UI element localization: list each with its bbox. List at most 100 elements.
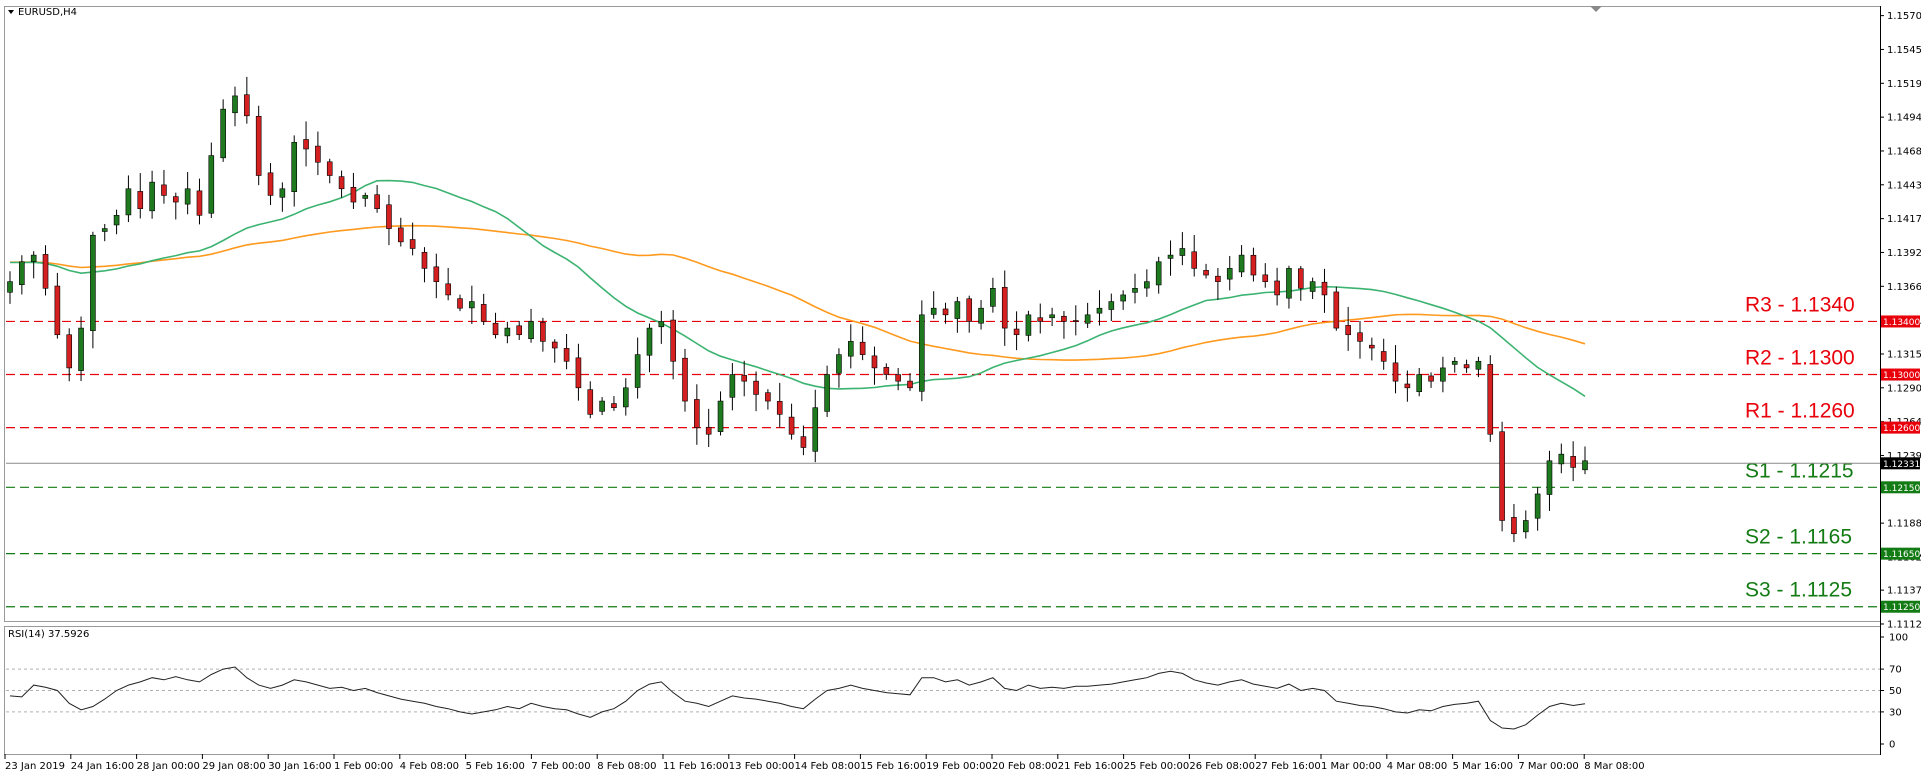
candle-body: [1250, 254, 1257, 276]
time-label-24: 8 Mar 08:00: [1584, 761, 1644, 772]
candle-body: [1049, 314, 1055, 319]
candle-body: [1369, 344, 1375, 349]
rsi-tick-label-0: 0: [1889, 740, 1895, 751]
candle-body: [1072, 320, 1079, 322]
candle-body: [871, 355, 878, 369]
candle-body: [255, 115, 262, 176]
symbol-dropdown-icon[interactable]: [8, 10, 14, 14]
time-label-14: 19 Feb 00:00: [926, 761, 992, 772]
candle-body: [66, 334, 73, 369]
candle-body: [824, 374, 830, 412]
candle-body: [954, 301, 961, 319]
candle-body: [1392, 362, 1399, 382]
candle-body: [30, 254, 37, 263]
candle-body: [232, 95, 238, 114]
price-tick-label-16: 1.11375: [1887, 586, 1921, 597]
price-tick-label-7: 1.13920: [1887, 248, 1921, 259]
candle-body: [172, 196, 179, 203]
price-tick-label-1: 1.15450: [1887, 45, 1921, 56]
level-tag-bg-s3: [1881, 600, 1920, 613]
candle-body: [1558, 453, 1565, 465]
level-tag-bg-s2: [1881, 547, 1920, 560]
candle-body: [895, 374, 901, 382]
time-label-21: 4 Mar 08:00: [1387, 761, 1447, 772]
time-label-16: 21 Feb 16:00: [1058, 761, 1124, 772]
candle-body: [1404, 383, 1411, 389]
candle-body: [753, 380, 759, 395]
price-tick-label-5: 1.14430: [1887, 180, 1921, 191]
candle-body: [575, 357, 582, 389]
candle-body: [1226, 268, 1233, 280]
candle-body: [1084, 314, 1091, 324]
level-tag-r1: 1.12600: [1883, 424, 1920, 434]
level-tag-bg-r3: [1881, 315, 1920, 328]
candle-body: [244, 94, 250, 117]
level-label-r1: R1 - 1.1260: [1745, 400, 1855, 423]
ma-slow-line: [10, 224, 1586, 361]
level-tag-r3: 1.13400: [1883, 318, 1920, 328]
candle-body: [220, 108, 226, 159]
candle-body: [386, 204, 392, 229]
candle-body: [966, 298, 973, 322]
candle-body: [469, 301, 475, 309]
candle-body: [978, 307, 984, 324]
candle-body: [421, 251, 428, 269]
candle-body: [1238, 254, 1245, 273]
candle-body: [1380, 351, 1387, 362]
level-tag-bg-r1: [1881, 421, 1920, 434]
candle-body: [1132, 287, 1138, 293]
price-tick-label-14: 1.11880: [1887, 519, 1921, 530]
candle-body: [1215, 275, 1221, 282]
candle-body: [279, 188, 286, 198]
candle-body: [599, 400, 605, 412]
candle-body: [836, 354, 842, 374]
candle-body: [1522, 520, 1529, 533]
candle-body: [492, 322, 499, 336]
candle-body: [1167, 254, 1174, 259]
level-label-s2: S2 - 1.1165: [1745, 526, 1852, 549]
candle-body: [480, 304, 487, 322]
candle-body: [137, 191, 144, 209]
candle-body: [1001, 286, 1008, 329]
candle-body: [1416, 374, 1423, 392]
rsi-line: [9, 666, 1586, 730]
candle-body: [208, 155, 215, 214]
rsi-axis: 100 70 50 30 0: [1880, 633, 1908, 751]
price-tick-label-11: 1.12900: [1887, 383, 1921, 394]
candle-body: [149, 181, 155, 212]
time-label-4: 30 Jan 16:00: [268, 761, 331, 772]
chart-title: EURUSD,H4: [18, 7, 77, 18]
candle-body: [1309, 281, 1316, 292]
candle-body: [741, 375, 748, 382]
candle-body: [1191, 251, 1198, 269]
candle-body: [196, 190, 203, 216]
candle-body: [611, 403, 617, 409]
level-tag-bg-r2: [1881, 368, 1920, 381]
candle-body: [646, 327, 653, 356]
rsi-tick-label-30: 30: [1889, 707, 1902, 718]
chart-shift-marker-icon[interactable]: [1590, 6, 1602, 12]
time-label-3: 29 Jan 08:00: [202, 761, 265, 772]
level-label-s3: S3 - 1.1125: [1745, 579, 1852, 602]
candle-body: [930, 307, 937, 315]
candle-body: [1333, 291, 1340, 329]
candle-body: [1037, 317, 1044, 322]
candle-body: [42, 254, 49, 289]
candle-body: [705, 426, 712, 435]
candle-body: [990, 287, 996, 307]
candle-body: [1144, 281, 1150, 289]
candle-body: [1440, 367, 1446, 382]
time-label-19: 27 Feb 16:00: [1255, 761, 1321, 772]
time-label-10: 11 Feb 16:00: [663, 761, 729, 772]
current-price-tag-bg: [1881, 457, 1920, 470]
candle-body: [907, 380, 913, 389]
candle-body: [800, 436, 807, 448]
candle-body: [528, 321, 534, 340]
candle-body: [1451, 360, 1458, 365]
time-label-11: 13 Feb 00:00: [729, 761, 795, 772]
time-label-5: 1 Feb 00:00: [334, 761, 393, 772]
level-tag-bg-s1: [1881, 481, 1920, 494]
price-tick-label-3: 1.14940: [1887, 113, 1921, 124]
candle-body: [19, 261, 25, 286]
